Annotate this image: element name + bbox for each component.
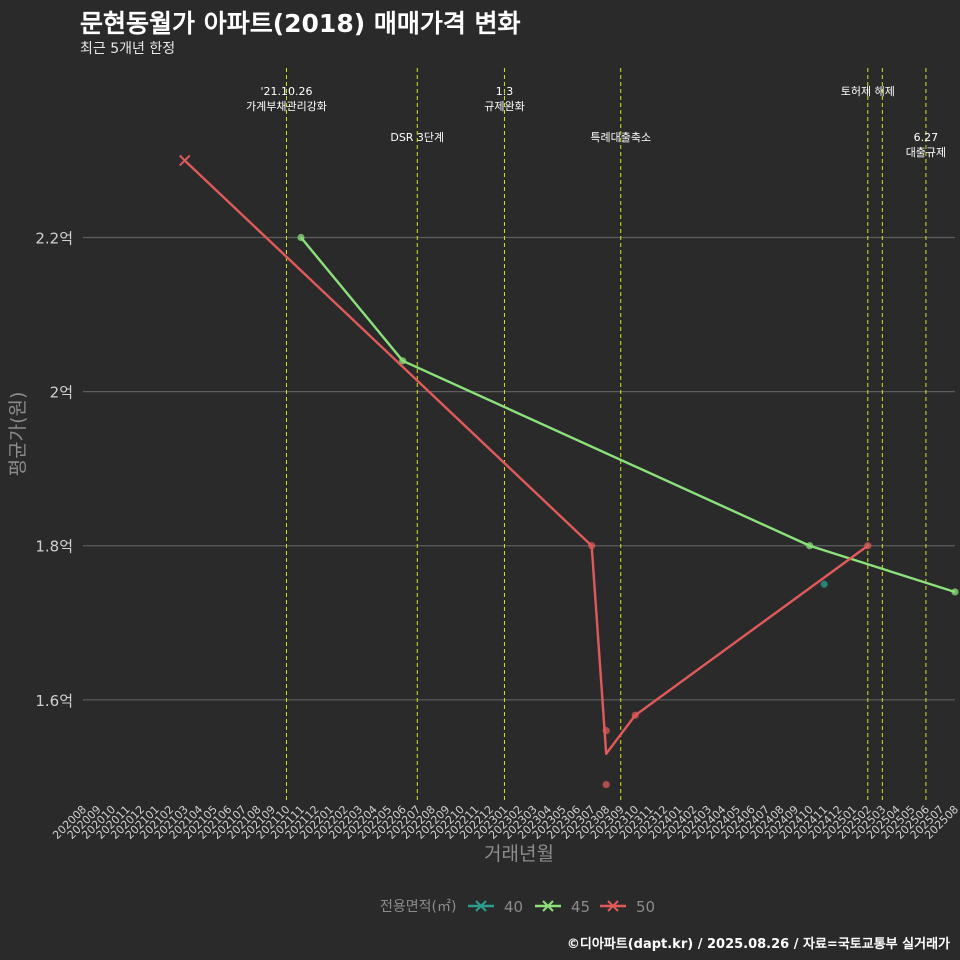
legend-item-40: 40 <box>468 898 523 916</box>
data-point-50 <box>864 542 872 550</box>
event-label: 대출규제 <box>906 146 946 159</box>
data-point-45 <box>297 233 305 242</box>
legend-label: 45 <box>571 898 590 916</box>
legend-title: 전용면적(㎡) <box>380 899 456 915</box>
data-point-50 <box>602 727 610 735</box>
x-axis-title: 거래년월 <box>484 843 554 865</box>
event-label: 규제완화 <box>484 100 524 113</box>
data-point-45 <box>951 588 959 596</box>
event-label: 가계부채관리강화 <box>246 100 327 113</box>
legend-key-cross <box>607 900 619 912</box>
data-point-50 <box>588 542 596 550</box>
event-label: 1.3 <box>496 85 514 98</box>
legend-item-50: 50 <box>600 898 655 916</box>
event-label: 6.27 <box>914 131 939 144</box>
data-point-cross-50 <box>179 154 191 167</box>
data-point-50 <box>602 780 610 789</box>
source-caption: ©디아파트(dapt.kr) / 2025.08.26 / 자료=국토교통부 실… <box>566 937 950 952</box>
data-point-40 <box>820 580 828 588</box>
chart-title: 문현동월가 아파트(2018) 매매가격 변화 <box>80 9 521 38</box>
chart-subtitle: 최근 5개년 한정 <box>80 41 176 57</box>
legend-key-cross <box>475 900 487 912</box>
legend-key-cross <box>542 900 554 912</box>
y-tick-label: 1.6억 <box>35 692 73 710</box>
data-point-50 <box>631 711 639 719</box>
y-tick-label: 1.8억 <box>35 538 73 556</box>
legend-label: 40 <box>504 898 523 916</box>
series-line-50 <box>183 159 869 755</box>
legend: 전용면적(㎡) 40 45 50 <box>380 898 655 916</box>
event-label: '21.10.26 <box>260 85 312 98</box>
event-label: 특례대출축소 <box>590 131 651 144</box>
y-tick-label: 2억 <box>50 384 73 402</box>
series-line-45 <box>300 236 956 594</box>
data-point-45 <box>806 542 814 550</box>
y-tick-label: 2.2억 <box>35 230 73 248</box>
event-label: 토허제 해제 <box>841 84 895 98</box>
legend-item-45: 45 <box>535 898 590 916</box>
legend-label: 50 <box>636 898 655 916</box>
event-label: DSR 3단계 <box>390 131 444 144</box>
y-axis-title: 평균가(원) <box>7 392 29 477</box>
data-point-45 <box>399 357 407 365</box>
